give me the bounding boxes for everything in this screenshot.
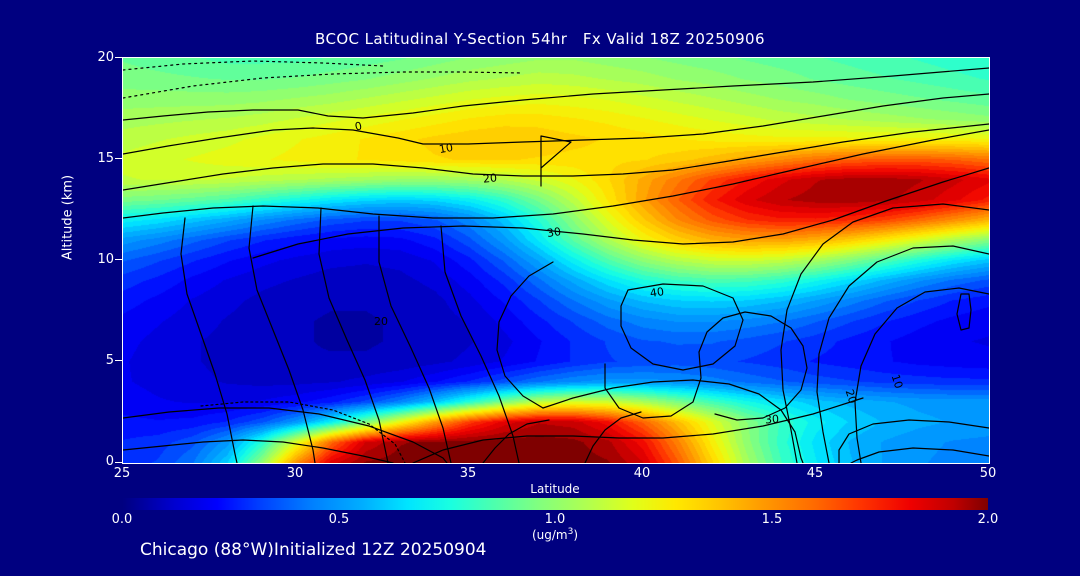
contour-label: 40 xyxy=(649,285,665,300)
plot-area: 010203040203020101010 xyxy=(122,57,990,464)
xtick-label-45: 45 xyxy=(806,466,824,481)
xtick-label-50: 50 xyxy=(979,466,997,481)
colorbar-tick-3: 1.5 xyxy=(761,512,783,527)
units-text: (ug/m xyxy=(531,528,568,542)
colorbar-tick-4: 2.0 xyxy=(977,512,999,527)
footer-caption: Chicago (88°W)Initialized 12Z 20250904 xyxy=(140,540,487,560)
ytick-label-10: 10 xyxy=(97,252,114,267)
xtick-label-30: 30 xyxy=(286,466,304,481)
ytick-mark xyxy=(115,360,122,361)
colorbar xyxy=(122,498,988,510)
contour-label: 30 xyxy=(546,225,562,240)
contour-label: 30 xyxy=(764,412,780,427)
ytick-mark xyxy=(115,259,122,260)
colorbar-tick-0: 0.0 xyxy=(111,512,133,527)
colorbar-units-label: (ug/m3) xyxy=(122,527,988,542)
contour-label: 10 xyxy=(437,140,455,157)
units-close-paren: ) xyxy=(573,528,579,542)
page-title: BCOC Latitudinal Y-Section 54hr Fx Valid… xyxy=(315,30,765,48)
units-exponent: 3 xyxy=(567,527,574,537)
colorbar-gradient xyxy=(122,498,988,510)
xtick-label-40: 40 xyxy=(633,466,651,481)
xtick-label-35: 35 xyxy=(459,466,477,481)
ytick-label-20: 20 xyxy=(97,50,114,65)
ytick-mark xyxy=(115,57,122,58)
contour-label: 20 xyxy=(482,171,498,186)
ytick-label-0: 0 xyxy=(105,454,114,469)
heatmap-canvas xyxy=(123,58,989,463)
ytick-label-15: 15 xyxy=(97,151,114,166)
ytick-mark xyxy=(115,158,122,159)
ytick-label-5: 5 xyxy=(105,353,114,368)
ytick-mark xyxy=(115,462,122,463)
contour-label: 20 xyxy=(374,315,388,328)
colorbar-tick-2: 1.0 xyxy=(544,512,566,527)
colorbar-tick-1: 0.5 xyxy=(328,512,350,527)
xtick-label-25: 25 xyxy=(113,466,131,481)
y-axis-label: Altitude (km) xyxy=(60,174,76,261)
x-axis-label: Latitude xyxy=(530,482,580,496)
